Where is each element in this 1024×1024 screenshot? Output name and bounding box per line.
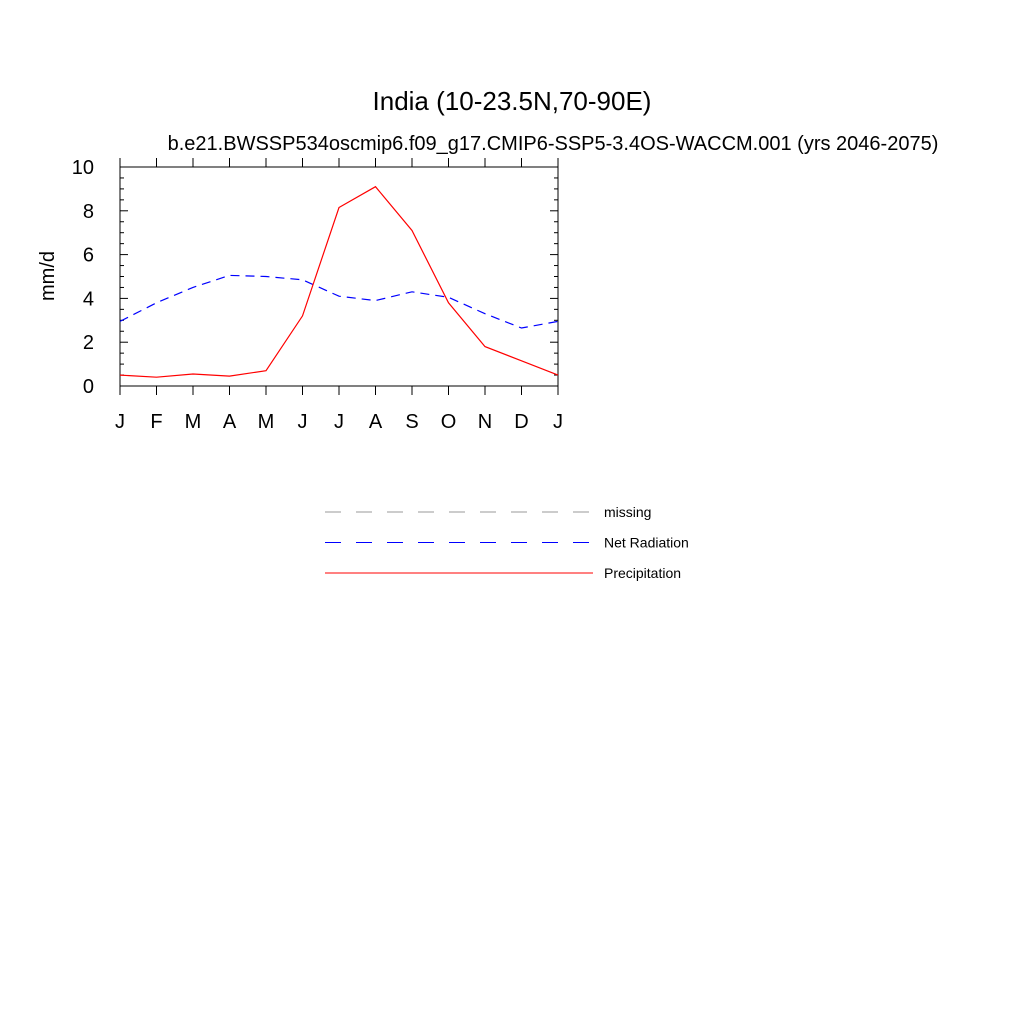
series-line-net-radiation <box>119 274 559 329</box>
x-tick-label: N <box>478 411 492 433</box>
x-tick-label: J <box>115 411 125 433</box>
x-tick-label: O <box>441 411 457 433</box>
x-tick-label: J <box>553 411 563 433</box>
legend-label: Net Radiation <box>604 535 689 551</box>
x-tick-label: J <box>334 411 344 433</box>
legend: missing Net Radiation Precipitation <box>325 504 689 581</box>
plot-frame <box>119 166 559 387</box>
x-tick-label: A <box>223 411 237 433</box>
legend-label: Precipitation <box>604 565 681 581</box>
y-tick-label: 2 <box>83 332 94 354</box>
chart-title: India (10-23.5N,70-90E) <box>373 86 652 116</box>
y-tick-label: 0 <box>83 376 94 398</box>
y-tick-label: 8 <box>83 201 94 223</box>
y-axis-label: mm/d <box>37 251 59 301</box>
series-lines <box>119 185 559 378</box>
x-tick-label: M <box>258 411 275 433</box>
series-line-precipitation <box>119 185 559 378</box>
y-tick-label: 6 <box>83 245 94 267</box>
y-tick-label: 4 <box>83 288 94 310</box>
x-tick-label: D <box>514 411 528 433</box>
y-tick-label: 10 <box>72 157 94 179</box>
x-tick-label: F <box>150 411 162 433</box>
x-tick-label: M <box>185 411 202 433</box>
x-tick-label: J <box>298 411 308 433</box>
x-tick-label: A <box>369 411 383 433</box>
x-tick-label: S <box>405 411 418 433</box>
chart-subtitle: b.e21.BWSSP534oscmip6.f09_g17.CMIP6-SSP5… <box>168 133 939 155</box>
legend-label: missing <box>604 504 651 520</box>
